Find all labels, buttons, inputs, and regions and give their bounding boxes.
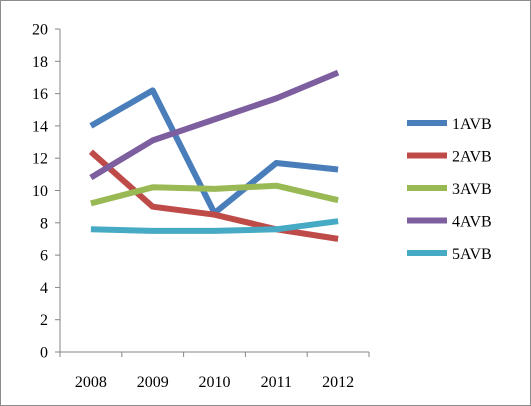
series-line-3avb [90, 182, 339, 207]
x-tick-label: 2010 [199, 374, 231, 391]
y-tick-label: 10 [32, 183, 48, 200]
legend-label-1avb: 1AVB [452, 116, 492, 133]
legend-label-5avb: 5AVB [452, 246, 492, 263]
series-line-2avb [88, 149, 339, 242]
y-tick-label: 12 [32, 151, 48, 168]
chart-axes: 0 2 4 6 8 10 12 14 16 18 20 2008 2009 2010 2011 2012 [32, 22, 370, 391]
series-line-4avb [89, 69, 340, 181]
y-tick-label: 4 [40, 280, 48, 297]
x-tick-label: 2008 [75, 374, 107, 391]
legend-label-4avb: 4AVB [452, 214, 492, 231]
legend: 1AVB 2AVB 3AVB 4AVB 5AVB [407, 116, 492, 263]
y-tick-label: 2 [40, 312, 48, 329]
y-tick-label: 18 [32, 54, 48, 71]
series-line-5avb [90, 218, 339, 234]
x-tick-label: 2011 [261, 374, 292, 391]
series-layer [88, 69, 340, 242]
y-tick-label: 14 [32, 118, 48, 135]
legend-label-3avb: 3AVB [452, 181, 492, 198]
y-tick-label: 20 [32, 22, 48, 39]
x-tick-label: 2009 [137, 374, 169, 391]
y-tick-label: 8 [40, 215, 48, 232]
y-tick-label: 6 [40, 248, 48, 265]
y-tick-label: 16 [32, 86, 48, 103]
x-tick-label: 2012 [322, 374, 354, 391]
legend-label-2avb: 2AVB [452, 149, 492, 166]
y-tick-label: 0 [40, 345, 48, 362]
